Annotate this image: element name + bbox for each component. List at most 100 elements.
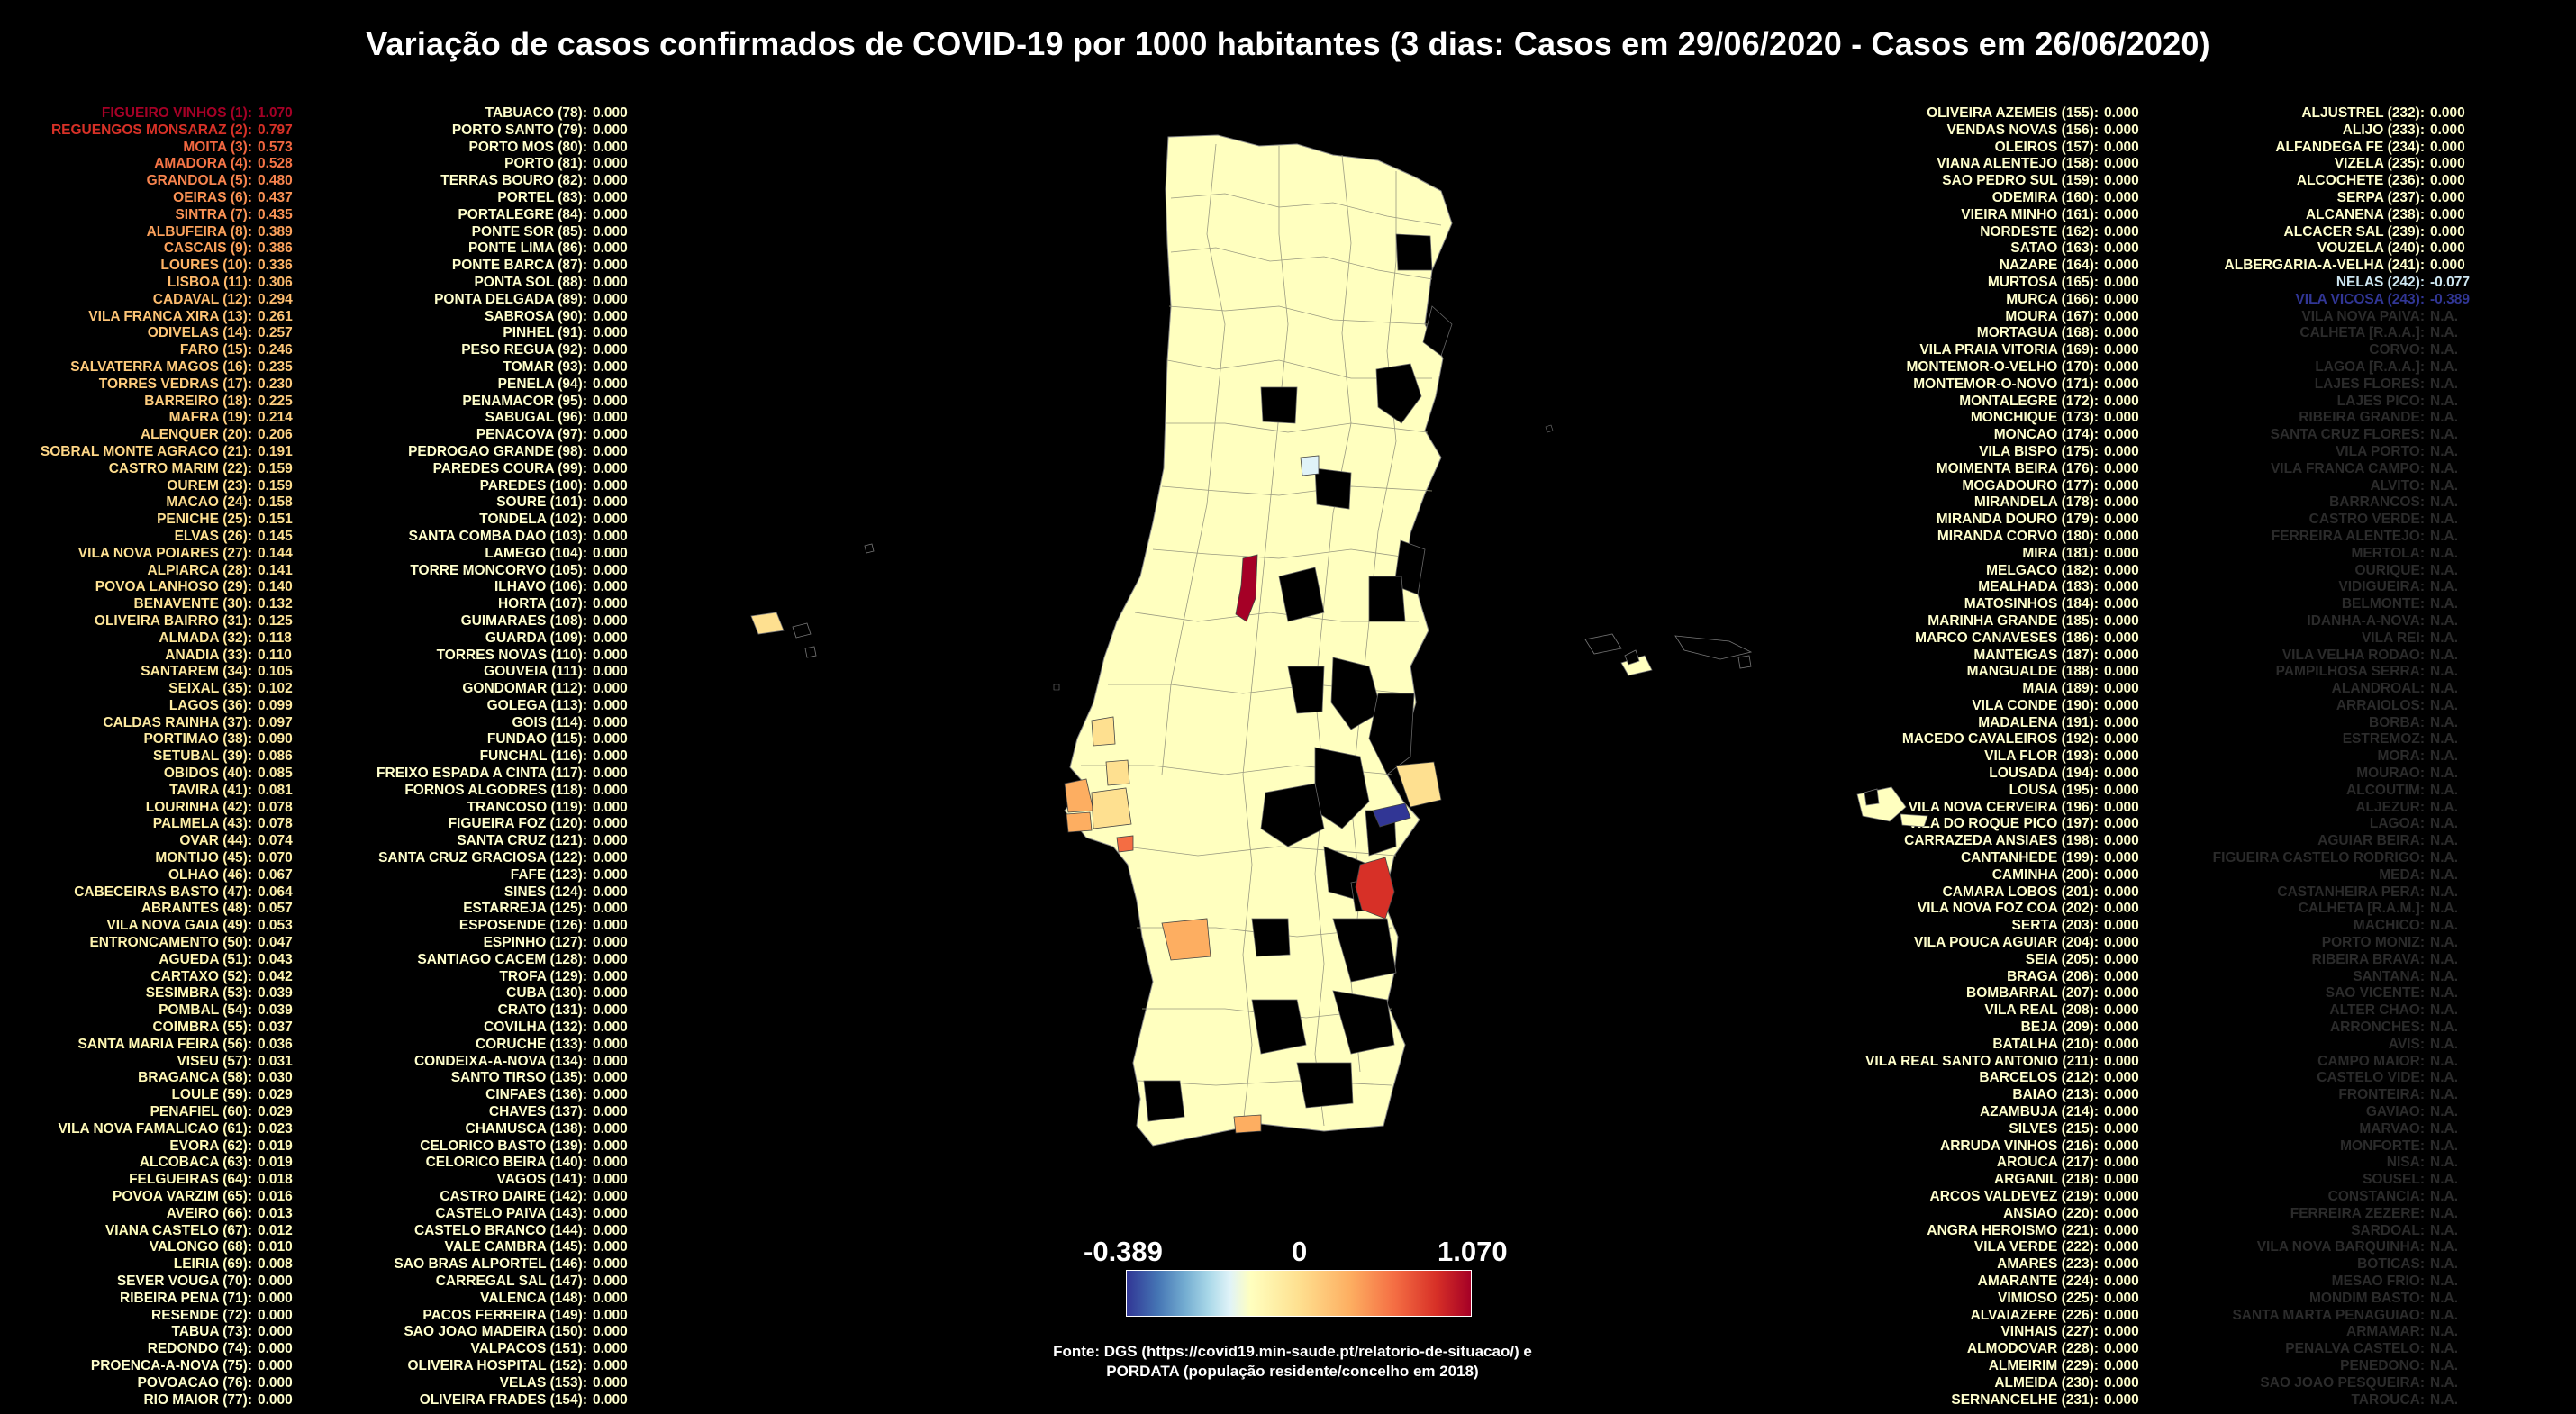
municipality-value: 0.000 — [258, 1374, 293, 1391]
municipality-name: ALJEZUR: — [2355, 799, 2425, 815]
municipality-value: 0.000 — [593, 850, 628, 866]
municipality-name: FELGUEIRAS (64): — [129, 1172, 252, 1188]
municipality-value: -0.389 — [2430, 291, 2470, 307]
municipality-name: TAROUCA: — [2351, 1391, 2425, 1408]
municipality-name: SANTANA: — [2353, 968, 2425, 984]
municipality-value: N.A. — [2430, 562, 2458, 578]
municipality-value: 0.000 — [593, 545, 628, 561]
municipality-value: N.A. — [2430, 1374, 2458, 1391]
municipality-value: 0.159 — [258, 477, 293, 494]
municipality-value: 0.000 — [593, 325, 628, 341]
municipality-value: 0.037 — [258, 1020, 293, 1036]
ranking-row: CONSTANCIA: N.A. — [2172, 1189, 2506, 1206]
ranking-row: PORTO MOS (80): 0.000 — [335, 140, 668, 157]
ranking-row: MOITA (3): 0.573 — [0, 140, 333, 157]
ranking-row: PORTO MONIZ: N.A. — [2172, 935, 2506, 952]
municipality-value: 0.336 — [258, 258, 293, 274]
ranking-row: TABUACO (78): 0.000 — [335, 105, 668, 122]
ranking-row: CELORICO BASTO (139): 0.000 — [335, 1138, 668, 1156]
ranking-row: PORTALEGRE (84): 0.000 — [335, 207, 668, 224]
municipality-name: PORTO SANTO (79): — [451, 122, 587, 138]
municipality-name: ALVITO: — [2370, 477, 2425, 494]
municipality-name: SEVER VOUGA (70): — [116, 1273, 252, 1289]
municipality-value: N.A. — [2430, 342, 2458, 358]
ranking-row: ARRUDA VINHOS (216): 0.000 — [1846, 1138, 2180, 1156]
municipality-name: ANGRA HEROISMO (221): — [1927, 1222, 2099, 1238]
municipality-name: OLHAO (46): — [168, 866, 252, 883]
municipality-name: BELMONTE: — [2341, 596, 2425, 612]
municipality-value: 0.000 — [2430, 105, 2465, 121]
municipality-value: 0.000 — [593, 935, 628, 951]
municipality-name: VILA REI: — [2361, 630, 2425, 646]
ranking-row: FIGUEIRO VINHOS (1): 1.070 — [0, 105, 333, 122]
municipality-name: VOUZELA (240): — [2317, 240, 2425, 257]
municipality-moita — [1116, 835, 1134, 853]
municipality-name: CABECEIRAS BASTO (47): — [74, 884, 252, 900]
municipality-name: SAO BRAS ALPORTEL (146): — [394, 1256, 587, 1273]
municipality-name: OUREM (23): — [167, 477, 252, 494]
municipality-name: FREIXO ESPADA A CINTA (117): — [376, 766, 587, 782]
ranking-row: BENAVENTE (30): 0.132 — [0, 596, 333, 613]
municipality-value: N.A. — [2430, 1087, 2458, 1103]
ranking-column-2: TABUACO (78): 0.000 PORTO SANTO (79): 0.000… — [335, 105, 668, 1409]
municipality-name: SERTA (203): — [2011, 918, 2099, 934]
municipality-name: MARINHA GRANDE (185): — [1927, 612, 2099, 629]
municipality-value: N.A. — [2430, 1256, 2458, 1273]
ranking-row: AROUCA (217): 0.000 — [1846, 1155, 2180, 1172]
ranking-row: VILA FRANCA XIRA (13): 0.261 — [0, 309, 333, 326]
na-municipalities — [1143, 233, 1453, 1122]
municipality-name: CONSTANCIA: — [2327, 1189, 2425, 1204]
municipality-name: BARRANCOS: — [2329, 494, 2425, 511]
ranking-row: SAO JOAO MADEIRA (150): 0.000 — [335, 1324, 668, 1341]
municipality-value: 0.000 — [2104, 1307, 2139, 1323]
ranking-row: VILA VICOSA (243): -0.389 — [2172, 292, 2506, 309]
ranking-row: VILA NOVA FOZ COA (202): 0.000 — [1846, 901, 2180, 918]
ranking-row: COIMBRA (55): 0.037 — [0, 1020, 333, 1037]
municipality-value: 0.000 — [2104, 1120, 2139, 1137]
ranking-row: ARRONCHES: N.A. — [2172, 1020, 2506, 1037]
municipality-name: SANTA MARIA FEIRA (56): — [77, 1036, 252, 1052]
ranking-row: OLIVEIRA HOSPITAL (152): 0.000 — [335, 1358, 668, 1375]
municipality-value: 0.039 — [258, 1002, 293, 1019]
ranking-row: ARRAIOLOS: N.A. — [2172, 698, 2506, 715]
municipality-value: 0.000 — [258, 1357, 293, 1373]
municipality-name: ANSIAO (220): — [2003, 1205, 2099, 1221]
ranking-row: MONFORTE: N.A. — [2172, 1138, 2506, 1156]
municipality-loures — [1105, 759, 1130, 786]
municipality-value: 0.000 — [2430, 240, 2465, 257]
municipality-value: 0.000 — [2104, 766, 2139, 782]
ranking-row: MURCA (166): 0.000 — [1846, 292, 2180, 309]
ranking-row: VIDIGUEIRA: N.A. — [2172, 579, 2506, 596]
municipality-value: N.A. — [2430, 596, 2458, 612]
municipality-value: 0.000 — [2430, 206, 2465, 222]
municipality-value: 0.012 — [258, 1222, 293, 1238]
ranking-row: LOURINHA (42): 0.078 — [0, 800, 333, 817]
municipality-name: GOIS (114): — [512, 714, 587, 730]
ranking-row: ALVAIAZERE (226): 0.000 — [1846, 1308, 2180, 1325]
municipality-name: SAO PEDRO SUL (159): — [1942, 173, 2099, 189]
municipality-value: 0.105 — [258, 664, 293, 680]
municipality-name: TROFA (129): — [499, 968, 587, 984]
municipality-value: 0.000 — [2104, 376, 2139, 392]
ranking-row: CARRAZEDA ANSIAES (198): 0.000 — [1846, 833, 2180, 850]
ranking-row: VALONGO (68): 0.010 — [0, 1239, 333, 1256]
ranking-row: PAMPILHOSA SERRA: N.A. — [2172, 664, 2506, 681]
ranking-row: MADALENA (191): 0.000 — [1846, 715, 2180, 732]
ranking-row: ENTRONCAMENTO (50): 0.047 — [0, 935, 333, 952]
ranking-row: FRONTEIRA: N.A. — [2172, 1087, 2506, 1104]
ranking-row: ALCOBACA (63): 0.019 — [0, 1155, 333, 1172]
municipality-value: 0.437 — [258, 189, 293, 205]
municipality-name: POMBAL (54): — [159, 1002, 252, 1019]
municipality-name: CONDEIXA-A-NOVA (134): — [413, 1053, 587, 1069]
ranking-row: SANTA CRUZ (121): 0.000 — [335, 833, 668, 850]
municipality-name: MEDA: — [2379, 866, 2425, 883]
municipality-value: 0.000 — [2104, 173, 2139, 189]
municipality-value: 0.000 — [2104, 223, 2139, 240]
municipality-name: NAZARE (164): — [1999, 258, 2099, 274]
municipality-value: 0.000 — [593, 1324, 628, 1340]
ranking-row: LISBOA (11): 0.306 — [0, 275, 333, 292]
municipality-value: 0.000 — [2104, 105, 2139, 121]
municipality-name: MONFORTE: — [2340, 1138, 2425, 1154]
municipality-name: SAO JOAO PESQUEIRA: — [2260, 1374, 2425, 1391]
municipality-name: PORTO MOS (80): — [468, 139, 587, 155]
